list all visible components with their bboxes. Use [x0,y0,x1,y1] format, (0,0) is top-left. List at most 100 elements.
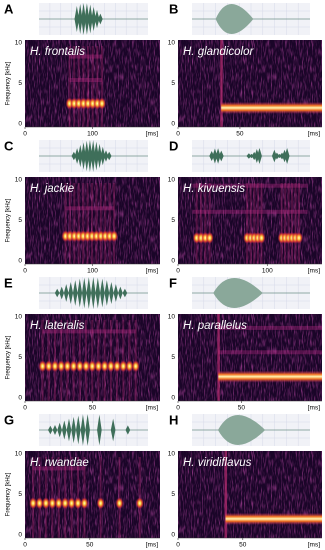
panel-letter: G [4,412,14,427]
waveform [57,422,62,438]
waveform [54,288,60,298]
waveform [213,278,263,308]
x-tick-label: 100 [262,268,273,275]
waveform [68,281,74,305]
y-tick-label: 10 [15,40,23,47]
y-tick-label: 0 [18,121,22,128]
spectrogram-noise [25,451,160,538]
waveform [271,149,277,163]
pulse-streak [86,183,89,264]
pulse [94,360,103,373]
waveform [104,280,110,306]
tone-band [221,101,322,114]
pulse-streak [280,183,283,264]
pulse [100,360,109,373]
spectrogram [178,314,322,401]
y-tick-label: 10 [15,177,23,184]
pulse-streak [297,183,300,264]
x-tick-label: 50 [86,542,94,549]
species-name: H. frontalis [30,46,85,58]
pulse [257,231,266,244]
x-tick-label: 0 [23,131,27,138]
pulse [44,360,53,373]
pulse [48,497,57,510]
x-unit: [ms] [308,268,320,275]
waveform [109,281,114,305]
panel: A H. frontalis 10 5 0 Frequency [kHz] 0 100 [ms] [4,1,160,138]
species-name: H. glandicolor [183,46,254,58]
y-tick-label: 10 [168,314,176,321]
waveform [59,286,65,300]
x-tick-label: 0 [23,542,27,549]
waveform [246,153,252,159]
onset [220,40,223,127]
x-unit: [ms] [146,268,158,275]
y-tick-label: 10 [168,451,176,458]
panel-letter: H [169,412,178,427]
y-axis-label: Frequency [kHz] [6,472,12,516]
pulse [41,497,50,510]
waveform [48,425,53,435]
waveform [106,151,112,161]
panel-letter: E [4,275,13,290]
y-tick-label: 0 [18,395,22,402]
waveform [66,418,72,442]
waveform [81,277,87,309]
pulse [97,97,106,110]
pulse [205,231,214,244]
pulse [115,497,124,510]
spectrogram-noise [178,177,322,264]
waveform [87,140,93,172]
waveform [81,3,86,35]
spectrogram-noise [25,40,160,127]
pulse-streak [73,46,76,127]
panel-letter: B [169,1,178,16]
pulse-streak [291,183,294,264]
waveform [90,277,96,309]
pulse [63,360,72,373]
species-name: H. kivuensis [183,183,245,195]
pulse [80,497,89,510]
y-tick-label: 0 [18,532,22,539]
spectrogram [178,177,322,264]
pulse-streak [208,183,211,264]
y-axis-label: Frequency [kHz] [6,335,12,379]
species-name: H. rwandae [30,457,89,469]
waveform [63,284,69,302]
x-tick-label: 0 [176,268,180,275]
harmonic [192,183,308,188]
pulse-streak [200,183,203,264]
pulse-streak [64,183,67,264]
waveform [74,148,80,164]
spectrogram [25,177,160,264]
waveform [125,425,131,435]
pulse-streak [99,183,102,264]
harmonic [218,350,322,355]
y-axis-label: Frequency [kHz] [6,198,12,242]
waveform [97,414,102,446]
pulse [50,360,59,373]
y-tick-label: 0 [171,395,175,402]
y-tick-label: 5 [18,491,22,498]
pulse [135,497,144,510]
pulse [61,497,70,510]
waveform [212,148,218,164]
waveform [274,152,280,160]
pulse [73,497,82,510]
pulse-streak [204,183,207,264]
y-tick-label: 5 [171,80,175,87]
x-tick-label: 100 [87,131,98,138]
waveform [209,151,215,161]
panel: D H. kivuensis 10 5 00 100 [ms] [168,138,322,275]
harmonic [42,329,136,334]
waveform [100,278,105,308]
spectrogram-noise [25,177,160,264]
waveform [100,146,106,166]
pulse-streak [249,183,252,264]
pulse-streak [77,183,80,264]
pulse-streak [91,183,94,264]
pulse [35,497,44,510]
waveform [215,4,254,34]
pulse-streak [294,183,297,264]
